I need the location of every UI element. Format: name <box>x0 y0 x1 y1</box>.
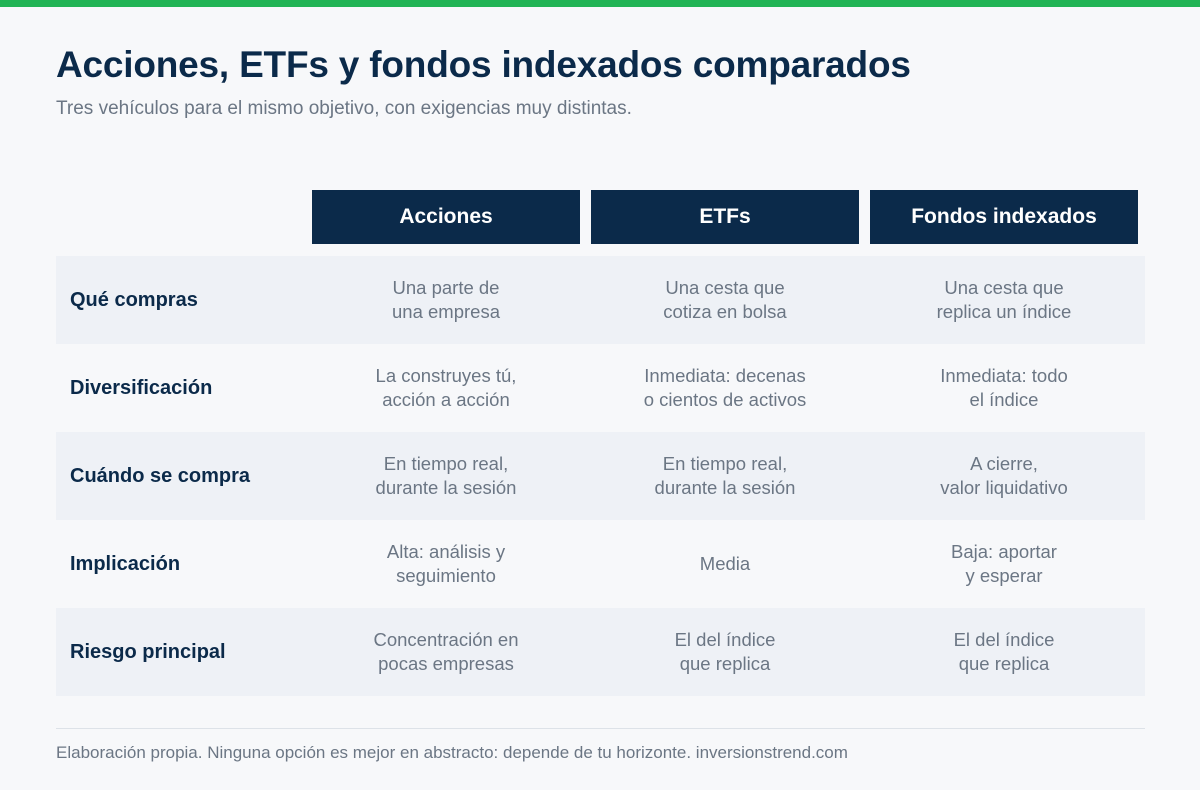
table-cell: Una parte de una empresa <box>392 277 500 322</box>
table-cell: Alta: análisis y seguimiento <box>386 541 506 586</box>
page-subtitle: Tres vehículos para el mismo objetivo, c… <box>56 98 632 119</box>
page-title: Acciones, ETFs y fondos indexados compar… <box>56 44 911 85</box>
column-header-acciones: Acciones <box>312 190 580 244</box>
row-label: Implicación <box>70 552 181 575</box>
table-row-diversificacion: Diversificación La construyes tú, acción … <box>56 344 1145 432</box>
row-label: Cuándo se compra <box>70 464 251 487</box>
table-cell: En tiempo real, durante la sesión <box>654 453 796 498</box>
table-cell: El del índice que replica <box>674 629 776 674</box>
table-cell: En tiempo real, durante la sesión <box>375 453 517 498</box>
table-cell: Concentración en pocas empresas <box>373 629 519 674</box>
footer-divider <box>56 728 1145 729</box>
row-label: Qué compras <box>70 288 198 311</box>
table-cell: Inmediata: decenas o cientos de activos <box>643 365 807 410</box>
table-cell: Una cesta que cotiza en bolsa <box>663 277 787 322</box>
table-cell: A cierre, valor liquidativo <box>940 453 1068 498</box>
row-label: Diversificación <box>70 376 213 399</box>
column-headers: Acciones ETFs Fondos indexados <box>312 190 1145 244</box>
table-row-que-compras: Qué compras Una parte de una empresa Una … <box>56 256 1145 344</box>
footer-note: Elaboración propia. Ninguna opción es me… <box>56 743 848 762</box>
row-label: Riesgo principal <box>70 640 226 663</box>
table-cell: La construyes tú, acción a acción <box>375 365 517 410</box>
column-header-etfs: ETFs <box>591 190 859 244</box>
table-cell: Baja: aportar y esperar <box>951 541 1057 586</box>
table-cell: Una cesta que replica un índice <box>936 277 1072 322</box>
table-row-implicacion: Implicación Alta: análisis y seguimiento … <box>56 520 1145 608</box>
column-header-fondos-indexados: Fondos indexados <box>870 190 1138 244</box>
accent-top-bar <box>0 0 1200 7</box>
table-cell: Media <box>699 553 751 574</box>
table-cell: Inmediata: todo el índice <box>940 365 1068 410</box>
table-cell: El del índice que replica <box>953 629 1055 674</box>
table-row-riesgo-principal: Riesgo principal Concentración en pocas e… <box>56 608 1145 696</box>
table-row-cuando-se-compra: Cuándo se compra En tiempo real, durante … <box>56 432 1145 520</box>
comparison-table: Qué compras Una parte de una empresa Una … <box>56 256 1145 696</box>
